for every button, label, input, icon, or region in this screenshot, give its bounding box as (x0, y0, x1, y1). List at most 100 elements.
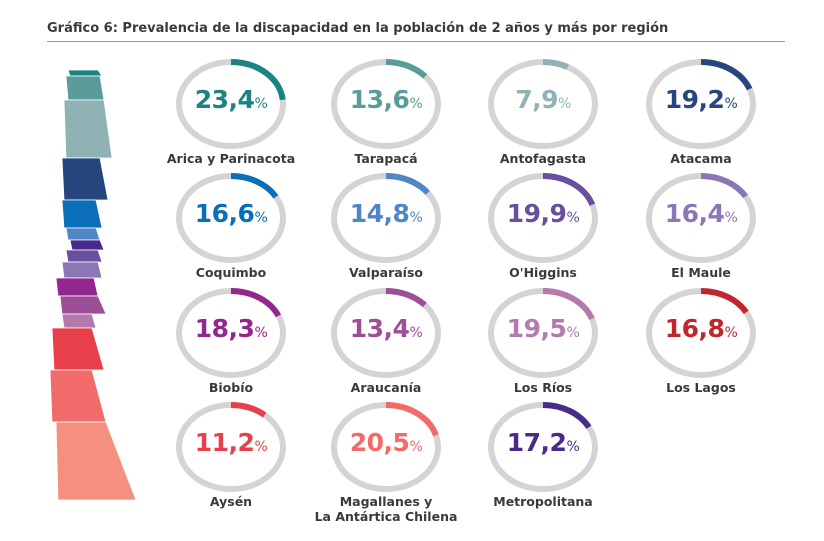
percent-sign: % (566, 325, 580, 341)
region-value: 13,6% (306, 85, 466, 114)
donut-value-arc (700, 173, 748, 199)
percent-sign: % (566, 210, 580, 226)
region-value: 14,8% (306, 199, 466, 228)
region-value: 18,3% (151, 314, 311, 343)
donut-ring (331, 173, 441, 263)
value-number: 18,3 (194, 314, 255, 343)
region-value: 16,4% (621, 199, 781, 228)
region-value: 16,6% (151, 199, 311, 228)
map-region (61, 261, 103, 279)
donut-ring (176, 288, 286, 378)
map-region (65, 227, 101, 241)
value-number: 11,2 (194, 428, 255, 457)
region-name: Magallanes y La Antártica Chilena (314, 494, 458, 524)
donut-value-arc (230, 59, 286, 101)
value-number: 14,8 (349, 199, 410, 228)
region-name: Biobío (208, 380, 254, 395)
region-name: Los Lagos (666, 380, 736, 395)
donut-ring (176, 173, 286, 263)
donut-ring (176, 59, 286, 149)
donut-ring (488, 288, 598, 378)
map-region (49, 369, 107, 423)
donut-ring (331, 402, 441, 492)
map-region (61, 313, 97, 329)
title-divider (47, 41, 785, 42)
percent-sign: % (254, 96, 268, 112)
region-value: 23,4% (151, 85, 311, 114)
map-region (59, 295, 107, 315)
percent-sign: % (724, 325, 738, 341)
region-name: Antofagasta (499, 151, 587, 166)
donut-ring (488, 173, 598, 263)
donut-value-arc (230, 288, 282, 318)
map-region (55, 421, 137, 501)
region-value: 13,4% (306, 314, 466, 343)
region-value: 16,8% (621, 314, 781, 343)
percent-sign: % (254, 210, 268, 226)
region-value: 19,2% (621, 85, 781, 114)
map-region (63, 99, 113, 159)
value-number: 19,2 (664, 85, 725, 114)
donut-value-arc (230, 173, 279, 199)
value-number: 16,6 (194, 199, 255, 228)
map-region (61, 157, 109, 201)
region-name: Aysén (209, 494, 253, 509)
percent-sign: % (566, 439, 580, 455)
percent-sign: % (409, 96, 423, 112)
donut-value-arc (542, 173, 596, 207)
percent-sign: % (409, 439, 423, 455)
percent-sign: % (254, 325, 268, 341)
value-number: 19,9 (506, 199, 567, 228)
region-name: Valparaíso (348, 265, 423, 280)
value-number: 7,9 (515, 85, 558, 114)
chile-map (49, 70, 137, 501)
chart-title: Gráfico 6: Prevalencia de la discapacida… (47, 21, 669, 36)
donut-ring (646, 288, 756, 378)
value-number: 23,4 (194, 85, 255, 114)
value-number: 13,4 (349, 314, 410, 343)
donut-ring (488, 402, 598, 492)
value-number: 17,2 (506, 428, 567, 457)
region-value: 19,5% (463, 314, 623, 343)
region-name: O'Higgins (509, 265, 577, 280)
donut-value-arc (700, 288, 749, 315)
donut-value-arc (385, 59, 428, 79)
map-region (69, 239, 105, 251)
region-name: Tarapacá (354, 151, 418, 166)
percent-sign: % (557, 96, 571, 112)
percent-sign: % (724, 96, 738, 112)
value-number: 19,5 (506, 314, 567, 343)
percent-sign: % (409, 210, 423, 226)
region-name: Arica y Parinacota (166, 151, 296, 166)
map-region (67, 70, 103, 77)
donut-ring (488, 59, 598, 149)
region-value: 17,2% (463, 428, 623, 457)
region-value: 19,9% (463, 199, 623, 228)
region-name: Metropolitana (493, 494, 593, 509)
donut-ring (646, 59, 756, 149)
percent-sign: % (409, 325, 423, 341)
donut-value-arc (542, 402, 592, 429)
region-value: 7,9% (463, 85, 623, 114)
value-number: 20,5 (349, 428, 410, 457)
percent-sign: % (724, 210, 738, 226)
map-region (61, 199, 103, 229)
map-region (65, 249, 103, 263)
value-number: 16,8 (664, 314, 725, 343)
donut-ring (176, 402, 286, 492)
donut-ring (646, 173, 756, 263)
donut-value-arc (542, 288, 595, 321)
donut-value-arc (385, 402, 439, 437)
region-name: Los Ríos (513, 380, 573, 395)
region-value: 20,5% (306, 428, 466, 457)
map-region (55, 277, 99, 297)
region-value: 11,2% (151, 428, 311, 457)
donut-value-arc (542, 59, 569, 70)
region-name: El Maule (671, 265, 731, 280)
donut-value-arc (385, 173, 430, 196)
percent-sign: % (254, 439, 268, 455)
region-name: Araucanía (350, 380, 422, 395)
map-region (51, 327, 105, 371)
region-name: Coquimbo (195, 265, 267, 280)
donut-ring (331, 59, 441, 149)
